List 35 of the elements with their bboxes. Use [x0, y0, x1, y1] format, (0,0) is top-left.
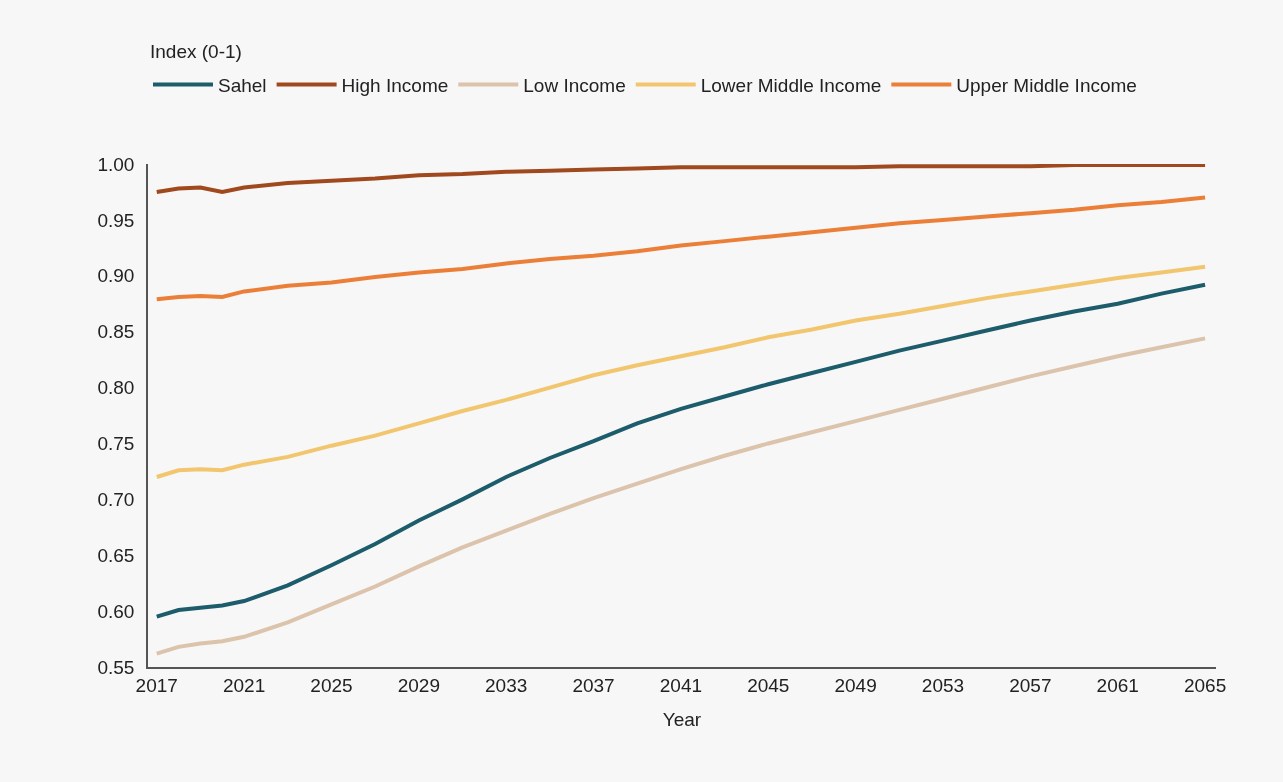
x-tick-label: 2049: [834, 674, 877, 696]
legend-label: Upper Middle Income: [956, 74, 1137, 96]
x-tick-label: 2029: [397, 674, 440, 696]
x-tick-label: 2061: [1096, 674, 1139, 696]
line-series: [154, 164, 1208, 194]
y-tick-label: 0.75: [97, 433, 135, 455]
x-tick-label: 2017: [135, 674, 178, 696]
y-tick-label: 0.80: [97, 377, 135, 399]
y-tick-label: 0.95: [97, 209, 135, 231]
x-tick-label: 2045: [747, 674, 790, 696]
x-tick-label: 2033: [485, 674, 528, 696]
x-tick-label: 2041: [659, 674, 703, 696]
text: Index (0-1): [150, 41, 242, 62]
y-tick-label: 0.60: [97, 600, 135, 622]
y-tick-label: 0.70: [97, 488, 135, 510]
y-tick-label: 0.65: [97, 544, 135, 566]
x-tick-label: 2065: [1183, 674, 1227, 696]
y-tick-label: 0.85: [97, 321, 135, 343]
y-tick-label: 0.90: [97, 265, 135, 287]
x-tick-label: 2025: [310, 674, 353, 696]
x-tick-label: 2057: [1009, 674, 1052, 696]
line-series: [154, 336, 1208, 656]
y-tick-label: 1.00: [97, 153, 135, 175]
line-series: [154, 264, 1208, 479]
legend-label: Low Income: [523, 74, 626, 96]
line-series: [154, 282, 1208, 619]
x-tick-label: 2053: [921, 674, 965, 696]
legend-label: Lower Middle Income: [700, 74, 882, 96]
x-axis-title: Year: [662, 708, 702, 730]
x-tick-label: 2021: [222, 674, 266, 696]
legend-label: Sahel: [218, 74, 267, 96]
line-series: [154, 195, 1208, 302]
x-tick-label: 2037: [572, 674, 615, 696]
y-tick-label: 0.55: [97, 656, 135, 678]
legend-label: High Income: [341, 74, 449, 96]
